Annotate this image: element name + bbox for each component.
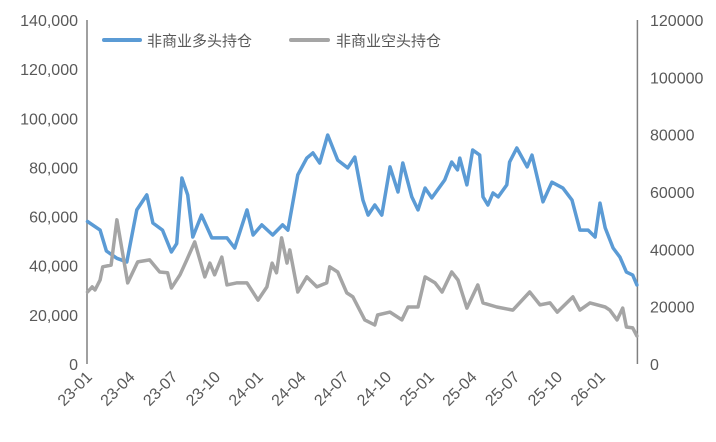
y-right-tick-label: 60000 bbox=[650, 185, 695, 202]
x-tick-label: 23-04 bbox=[98, 369, 139, 410]
x-tick-label: 25-10 bbox=[525, 369, 566, 410]
x-tick-label: 25-04 bbox=[440, 369, 481, 410]
x-tick-label: 24-10 bbox=[354, 369, 395, 410]
y-left-tick-label: 20,000 bbox=[29, 308, 78, 325]
series-line-1 bbox=[85, 218, 639, 338]
y-left-tick-label: 0 bbox=[69, 357, 78, 374]
x-tick-label: 25-01 bbox=[397, 369, 438, 410]
y-left-tick-label: 100,000 bbox=[20, 111, 78, 128]
x-tick-label: 24-07 bbox=[311, 369, 352, 410]
y-left-tick-label: 120,000 bbox=[20, 62, 78, 79]
y-left-tick-label: 40,000 bbox=[29, 259, 78, 276]
y-right-tick-label: 20000 bbox=[650, 300, 695, 317]
y-right-tick-label: 40000 bbox=[650, 242, 695, 259]
y-left-tick-label: 140,000 bbox=[20, 13, 78, 30]
y-right-tick-label: 100000 bbox=[650, 70, 703, 87]
y-left-tick-label: 60,000 bbox=[29, 210, 78, 227]
legend: 非商业多头持仓 非商业空头持仓 bbox=[102, 33, 441, 50]
x-tick-label: 24-01 bbox=[226, 369, 267, 410]
x-tick-label: 26-01 bbox=[568, 369, 609, 410]
x-tick-label: 24-04 bbox=[269, 369, 310, 410]
legend-label-short: 非商业空头持仓 bbox=[336, 33, 441, 50]
x-tick-label: 25-07 bbox=[482, 369, 523, 410]
x-tick-label: 23-10 bbox=[183, 369, 224, 410]
series-line-0 bbox=[85, 133, 639, 287]
y-right-tick-label: 80000 bbox=[650, 128, 695, 145]
legend-label-long: 非商业多头持仓 bbox=[147, 33, 252, 50]
x-tick-label: 23-01 bbox=[55, 369, 96, 410]
y-left-tick-label: 80,000 bbox=[29, 160, 78, 177]
y-right-tick-label: 0 bbox=[650, 357, 659, 374]
y-right-tick-label: 120000 bbox=[650, 13, 703, 30]
series-lines bbox=[85, 133, 639, 338]
x-tick-label: 23-07 bbox=[140, 369, 181, 410]
